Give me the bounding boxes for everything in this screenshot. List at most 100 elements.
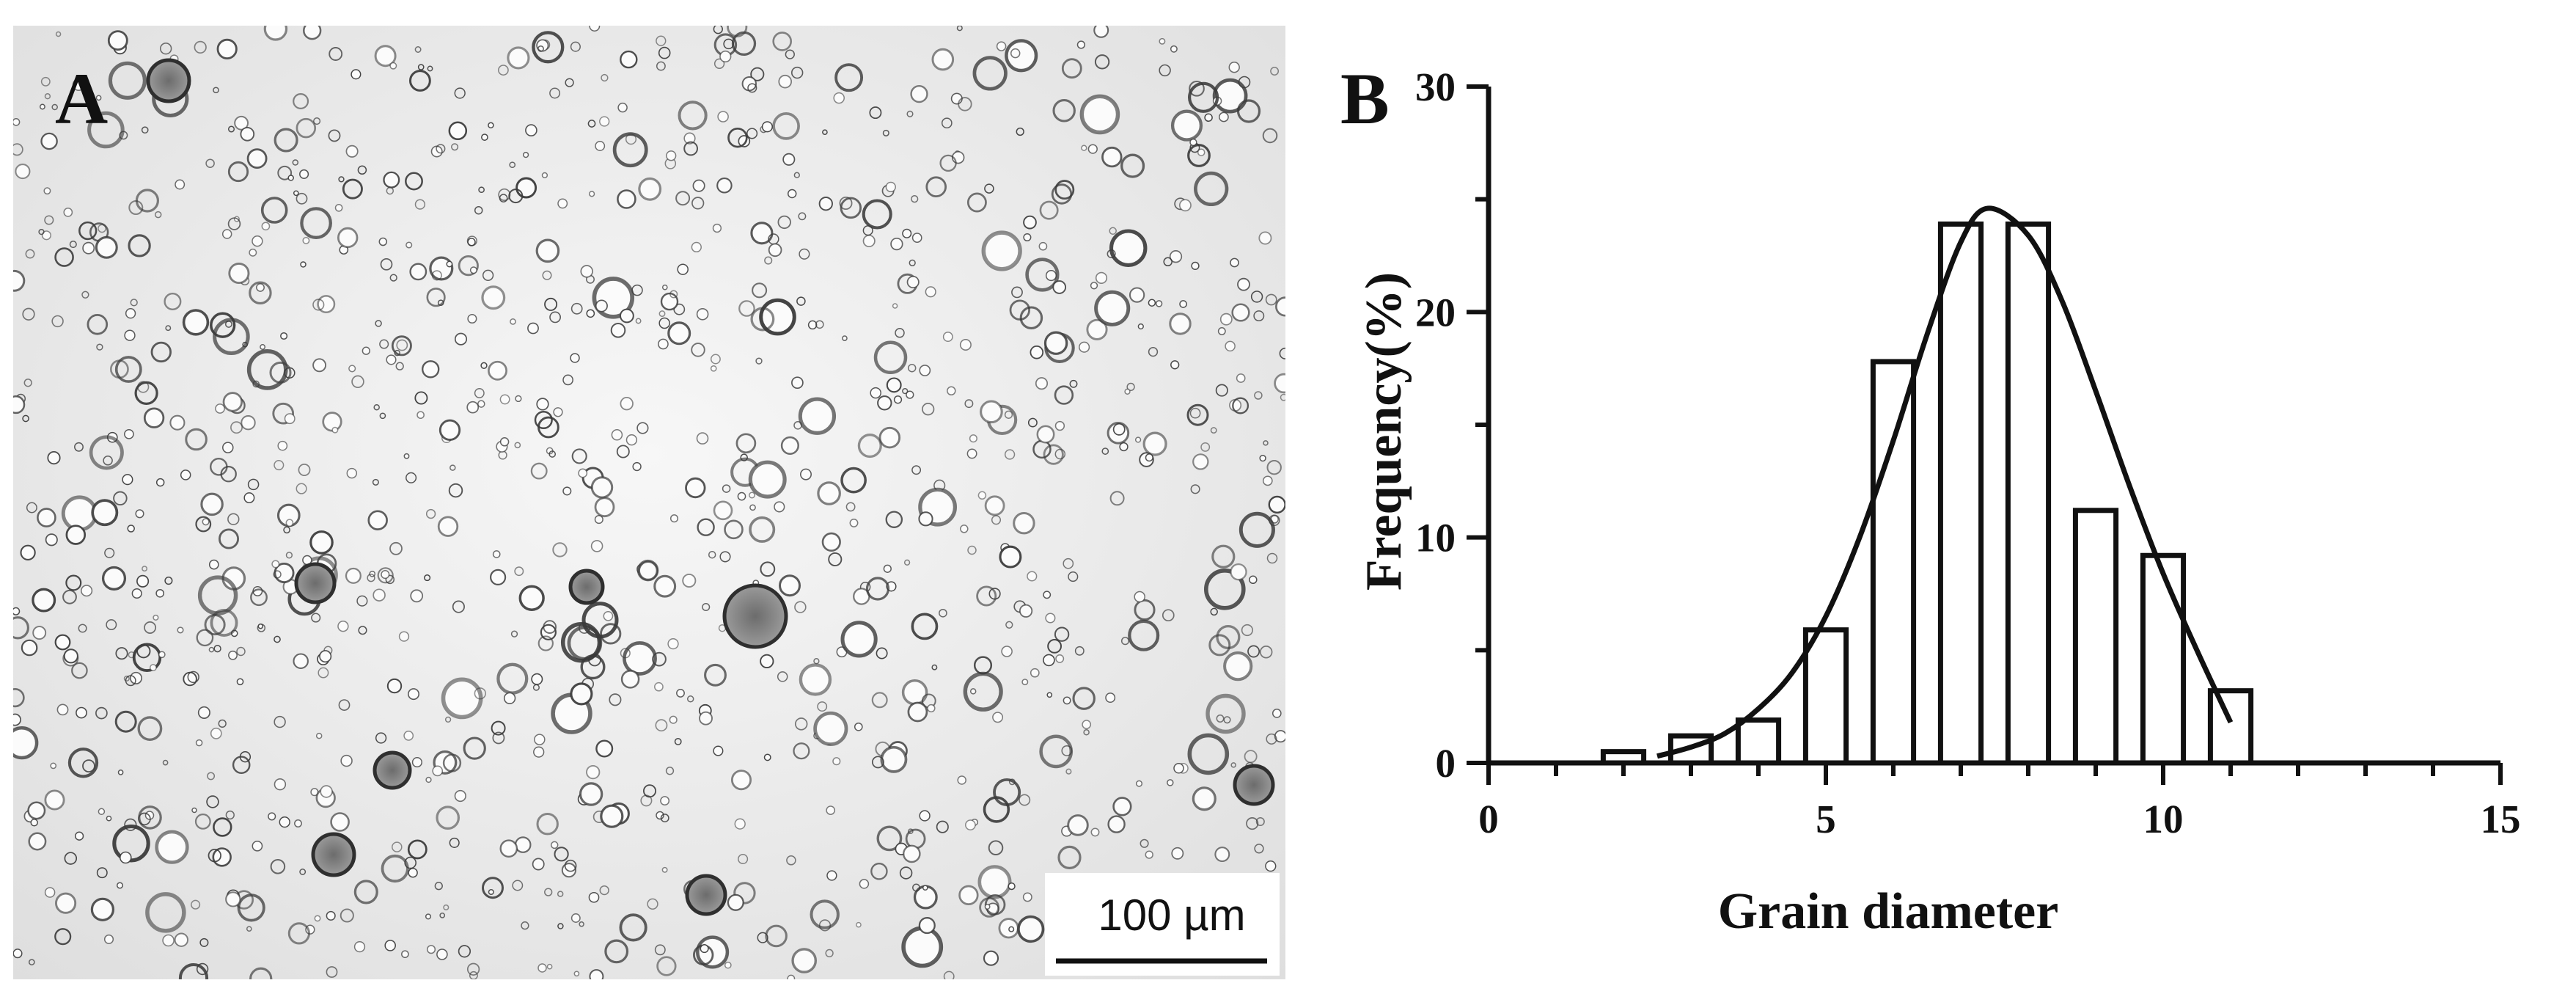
droplet <box>931 664 938 670</box>
cell <box>722 583 788 649</box>
droplet <box>1129 287 1145 303</box>
droplet <box>515 395 522 403</box>
droplet <box>425 913 432 920</box>
droplet <box>840 621 878 658</box>
droplet <box>477 400 485 408</box>
droplet <box>417 64 425 70</box>
droplet <box>696 307 709 321</box>
droplet <box>414 46 422 53</box>
droplet <box>682 573 697 588</box>
droplet <box>269 361 292 384</box>
droplet <box>589 969 604 979</box>
droplet <box>623 641 657 676</box>
droplet <box>330 812 350 832</box>
droplet <box>992 712 1004 723</box>
droplet <box>425 508 436 519</box>
droplet <box>570 302 583 315</box>
droplet <box>249 248 257 257</box>
droplet <box>137 716 163 741</box>
droplet <box>227 513 240 525</box>
droplet <box>112 824 150 863</box>
droplet <box>1269 514 1280 527</box>
droplet <box>314 915 321 922</box>
droplet <box>901 926 944 968</box>
droplet <box>1241 624 1253 637</box>
droplet <box>546 963 553 970</box>
droplet <box>1072 687 1096 710</box>
droplet <box>252 235 263 247</box>
droplet <box>956 26 963 32</box>
droplet <box>82 759 95 772</box>
droplet <box>702 602 711 612</box>
scale-bar-label: 100 µm <box>1098 891 1245 940</box>
droplet <box>658 46 671 59</box>
droplet <box>532 684 540 691</box>
droplet <box>210 312 236 338</box>
x-axis-title: Grain diameter <box>1718 883 2059 940</box>
droplet <box>1055 654 1065 663</box>
droplet <box>480 362 488 369</box>
droplet <box>588 191 595 197</box>
droplet <box>39 103 45 110</box>
droplet <box>610 323 626 338</box>
droplet <box>212 847 232 867</box>
droplet <box>448 121 468 141</box>
panel-a-letter: A <box>55 58 108 139</box>
droplet <box>919 810 931 822</box>
droplet <box>458 945 471 958</box>
droplet <box>210 727 222 739</box>
droplet <box>877 395 892 411</box>
droplet <box>353 880 378 905</box>
droplet <box>1001 646 1013 657</box>
droplet <box>1187 81 1219 113</box>
droplet <box>381 854 409 883</box>
droplet <box>448 483 463 498</box>
droplet <box>122 474 133 486</box>
droplet <box>406 241 413 249</box>
droplet <box>180 469 191 480</box>
droplet <box>463 737 486 760</box>
droplet <box>183 671 197 687</box>
droplet <box>274 715 286 728</box>
droplet <box>778 74 792 89</box>
droplet <box>386 678 403 694</box>
droplet <box>845 502 856 512</box>
droplet <box>652 651 667 667</box>
droplet <box>870 863 888 880</box>
droplet <box>241 415 256 431</box>
droplet <box>384 940 396 951</box>
droplet <box>1215 384 1228 397</box>
droplet <box>20 544 36 560</box>
droplet <box>51 103 58 111</box>
droplet <box>885 511 903 528</box>
droplet <box>943 971 955 979</box>
droplet <box>834 63 864 92</box>
droplet <box>71 662 88 679</box>
droplet <box>941 117 953 129</box>
droplet <box>1169 313 1192 335</box>
droplet <box>782 153 796 166</box>
droplet <box>734 818 746 830</box>
droplet <box>1094 290 1131 326</box>
droplet <box>116 882 124 889</box>
droplet <box>408 867 418 878</box>
droplet <box>1194 171 1229 207</box>
droplet <box>499 839 518 858</box>
droplet <box>799 248 810 260</box>
droplet <box>315 732 323 739</box>
droplet <box>474 387 485 398</box>
droplet <box>1008 882 1016 891</box>
droplet <box>466 401 480 414</box>
droplet <box>1101 447 1109 455</box>
droplet <box>922 403 935 416</box>
droplet <box>81 290 89 299</box>
droplet <box>1124 388 1131 395</box>
droplet <box>503 692 516 704</box>
droplet <box>656 35 667 46</box>
droplet <box>293 190 299 197</box>
droplet <box>883 564 892 573</box>
droplet <box>727 127 748 148</box>
droplet <box>1134 599 1156 621</box>
droplet <box>667 637 679 650</box>
droplet <box>518 585 545 611</box>
